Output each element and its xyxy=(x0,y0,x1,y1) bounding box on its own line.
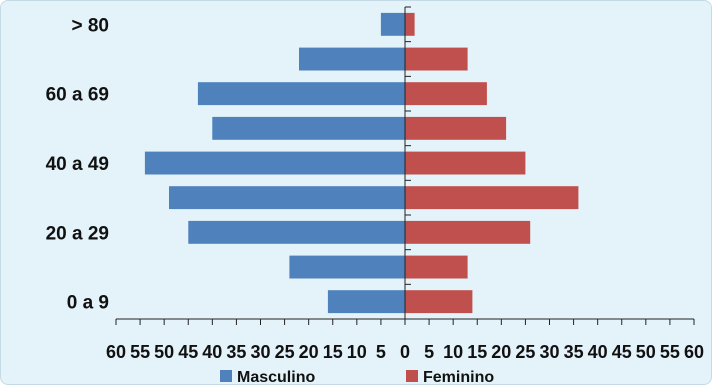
bar-masculino-80 xyxy=(380,12,405,36)
x-tick-label: 30 xyxy=(250,342,270,362)
x-tick-label: 0 xyxy=(400,342,410,362)
bar-feminino-60-a-69 xyxy=(405,82,487,106)
x-tick-label: 20 xyxy=(299,342,319,362)
bar-feminino-0-a-9 xyxy=(405,290,473,314)
x-tick-label: 15 xyxy=(323,342,343,362)
category-label-80: > 80 xyxy=(71,15,109,36)
x-tick-label: 60 xyxy=(684,342,704,362)
x-tick-label: 55 xyxy=(660,342,680,362)
x-tick-label: 25 xyxy=(515,342,535,362)
x-tick-label: 35 xyxy=(564,342,584,362)
legend-label-masculino: Masculino xyxy=(237,369,315,384)
legend-swatch-feminino xyxy=(406,370,418,382)
bar-feminino-30-a-39 xyxy=(405,186,579,210)
category-labels: 0 a 9 20 a 29 40 a 49 60 a 69 > 80 xyxy=(46,15,109,313)
bar-feminino-70-a-79 xyxy=(405,47,468,71)
category-label-20-a-29: 20 a 29 xyxy=(46,223,109,244)
x-tick-labels: 60 55 50 45 40 35 30 25 20 15 10 5 0 5 10 15 20 25 30 35 40 4… xyxy=(106,342,704,362)
category-label-60-a-69: 60 a 69 xyxy=(46,85,109,106)
bar-masculino-20-a-29 xyxy=(188,220,406,244)
x-tick-label: 50 xyxy=(636,342,656,362)
bar-masculino-60-a-69 xyxy=(197,82,405,106)
x-tick-label: 55 xyxy=(130,342,150,362)
bar-masculino-40-a-49 xyxy=(144,151,405,175)
bar-feminino-20-a-29 xyxy=(405,220,531,244)
legend-label-feminino: Feminino xyxy=(423,369,494,384)
masculino-bars xyxy=(144,12,406,314)
x-tick-label: 45 xyxy=(612,342,632,362)
bar-feminino-50-a-59 xyxy=(405,116,507,140)
x-tick-label: 5 xyxy=(424,342,434,362)
bar-masculino-50-a-59 xyxy=(212,116,405,140)
x-tick-label: 25 xyxy=(275,342,295,362)
bar-masculino-30-a-39 xyxy=(169,186,405,210)
bar-feminino-10-a-19 xyxy=(405,255,468,279)
legend: Masculino Feminino xyxy=(220,369,494,384)
x-tick-label: 40 xyxy=(588,342,608,362)
x-tick-label: 50 xyxy=(154,342,174,362)
axes xyxy=(115,6,695,325)
bar-masculino-0-a-9 xyxy=(327,290,405,314)
bar-feminino-40-a-49 xyxy=(405,151,526,175)
x-tick-label: 45 xyxy=(178,342,198,362)
x-tick-label: 15 xyxy=(467,342,487,362)
bar-masculino-10-a-19 xyxy=(289,255,405,279)
bar-feminino-80 xyxy=(405,12,415,36)
x-tick-label: 35 xyxy=(226,342,246,362)
x-tick-label: 10 xyxy=(443,342,463,362)
bar-masculino-70-a-79 xyxy=(299,47,405,71)
legend-swatch-masculino xyxy=(220,370,232,382)
x-tick-label: 60 xyxy=(106,342,126,362)
feminino-bars xyxy=(405,12,579,314)
x-tick-label: 10 xyxy=(347,342,367,362)
category-label-0-a-9: 0 a 9 xyxy=(67,293,109,314)
x-tick-label: 20 xyxy=(491,342,511,362)
x-tick-label: 30 xyxy=(539,342,559,362)
x-tick-label: 5 xyxy=(376,342,386,362)
category-label-40-a-49: 40 a 49 xyxy=(46,154,109,175)
x-tick-label: 40 xyxy=(202,342,222,362)
